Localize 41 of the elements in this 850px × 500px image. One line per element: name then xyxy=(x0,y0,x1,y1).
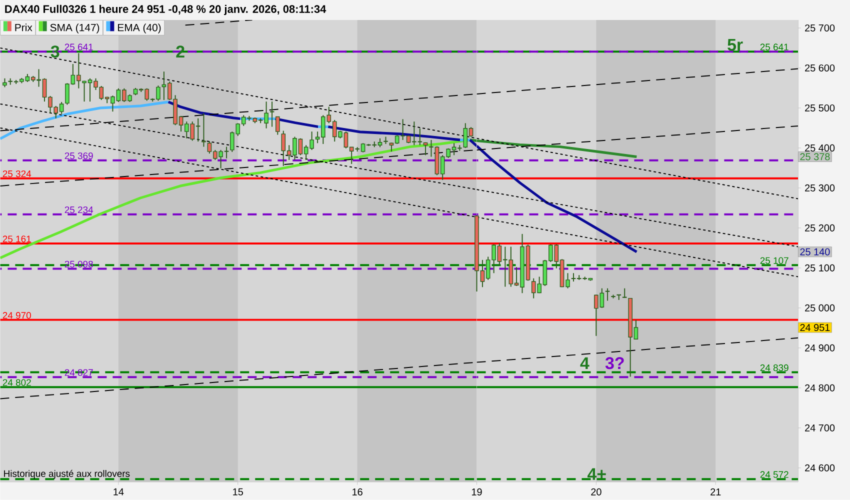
ref-line-label: 25 234 xyxy=(64,206,94,214)
y-tick-label: 25 700 xyxy=(805,24,835,32)
ref-line-label: 25 369 xyxy=(64,152,93,160)
x-tick-label: 14 xyxy=(114,488,124,496)
ref-line-label: 25 107 xyxy=(760,257,788,264)
ref-line-label: 24 572 xyxy=(760,471,788,478)
legend-label: Prix xyxy=(15,24,32,32)
ref-line-label: 25 641 xyxy=(64,44,93,50)
text: 24 951 xyxy=(800,324,830,332)
y-tick-label: 24 800 xyxy=(805,384,835,392)
y-tick-label: 25 400 xyxy=(805,144,835,152)
y-tick-label: 25 000 xyxy=(805,304,835,312)
x-tick-label: 20 xyxy=(591,488,602,496)
x-tick-label: 21 xyxy=(710,488,721,496)
legend-label: EMA (40) xyxy=(118,24,161,34)
ref-line-label: 25 641 xyxy=(760,44,788,50)
chart-title: DAX40 Full0326 1 heure 24 951 -0,48 % 20 janv. 2026, 08:11:34 xyxy=(5,4,326,16)
x-tick-label: 19 xyxy=(472,488,482,496)
y-tick-label: 25 500 xyxy=(805,104,835,112)
y-tick-label: 25 600 xyxy=(805,64,835,72)
annotation: 5r xyxy=(728,39,743,51)
y-tick-label: 25 200 xyxy=(805,224,835,232)
x-tick-label: 16 xyxy=(352,488,362,496)
x-tick-label: 15 xyxy=(233,488,243,496)
legend-label: SMA (147) xyxy=(50,24,100,34)
ref-line-label: 24 802 xyxy=(2,379,31,386)
annotation: Historique ajusté aux rollovers xyxy=(4,470,130,479)
y-tick-label: 25 100 xyxy=(805,264,835,272)
annotation: 4+ xyxy=(588,468,606,480)
y-tick-label: 24 600 xyxy=(805,464,835,472)
y-tick-label: 24 700 xyxy=(805,424,835,432)
ref-line-label: 25 161 xyxy=(2,236,31,242)
y-tick-label: 24 900 xyxy=(805,344,835,352)
y-tick-label: 25 300 xyxy=(805,184,835,192)
annotation: 3? xyxy=(605,357,624,370)
text: 25 140 xyxy=(800,248,830,256)
ref-line-label: 24 839 xyxy=(760,364,788,372)
ref-line-label: 25 324 xyxy=(2,170,32,178)
annotation: 4 xyxy=(580,357,590,370)
ref-line-label: 24 970 xyxy=(2,312,31,319)
text: 25 378 xyxy=(800,153,830,160)
